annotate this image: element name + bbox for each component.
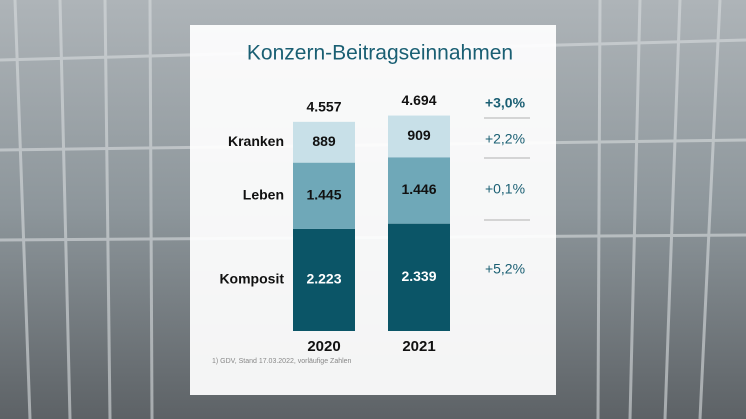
value-label: 2.339 [401, 268, 436, 284]
bar-segment [293, 162, 355, 229]
x-tick-label: 2021 [402, 338, 435, 355]
value-label: 1.446 [401, 181, 436, 197]
growth-label: +0,1% [485, 181, 525, 197]
x-tick-label: 2020 [307, 338, 340, 355]
value-label: 889 [312, 133, 336, 149]
series-label: Komposit [219, 271, 284, 287]
growth-total: +3,0% [485, 95, 526, 111]
bar-segment [388, 223, 450, 331]
growth-label: +2,2% [485, 131, 525, 147]
panel [190, 25, 556, 395]
value-label: 1.445 [306, 187, 341, 203]
bar-segment [388, 115, 450, 158]
bar-segment [293, 121, 355, 163]
footnote: 1) GDV, Stand 17.03.2022, vorläufige Zah… [212, 358, 352, 365]
growth-label: +5,2% [485, 261, 525, 277]
series-label: Kranken [228, 133, 284, 149]
chart: 2.223 1.445 889 4.557 2020 2.339 1.446 909 4.694… [219, 92, 530, 355]
total-label: 4.557 [306, 99, 341, 115]
value-label: 2.223 [306, 271, 341, 287]
total-label: 4.694 [401, 92, 436, 108]
chart-title: Konzern-Beitragseinnahmen [247, 42, 513, 65]
bar-segment [388, 157, 450, 224]
series-label: Leben [243, 187, 284, 203]
value-label: 909 [407, 127, 431, 143]
bar-segment [293, 228, 355, 331]
